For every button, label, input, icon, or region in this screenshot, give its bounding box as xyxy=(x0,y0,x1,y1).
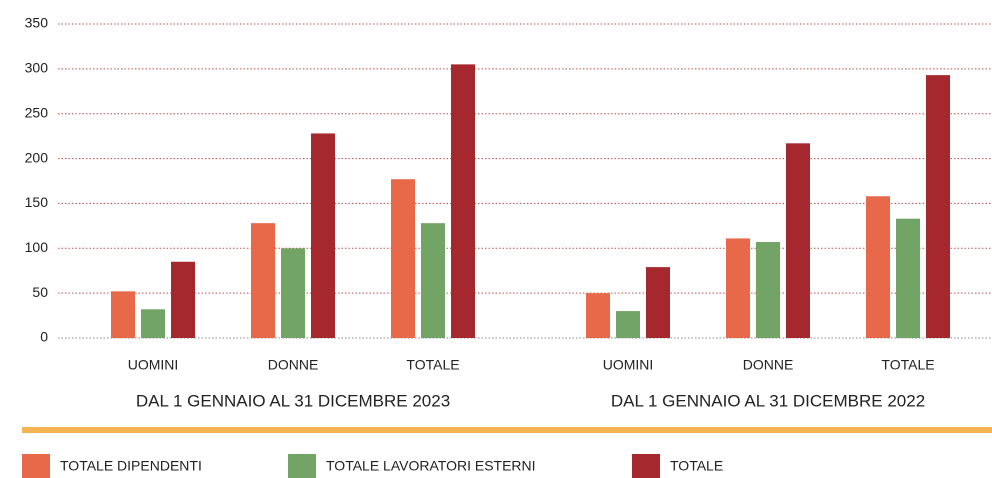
bar xyxy=(646,267,670,338)
bar xyxy=(251,223,275,338)
y-tick-label: 250 xyxy=(25,104,49,120)
y-tick-label: 100 xyxy=(25,239,49,255)
group-label: DAL 1 GENNAIO AL 31 DICEMBRE 2023 xyxy=(136,391,450,410)
x-tick-label: DONNE xyxy=(268,357,319,373)
x-tick-label: DONNE xyxy=(743,357,794,373)
legend-swatch xyxy=(632,454,660,478)
x-tick-label: TOTALE xyxy=(406,357,459,373)
legend-label: TOTALE LAVORATORI ESTERNI xyxy=(326,458,536,474)
bar xyxy=(896,218,920,338)
bar xyxy=(281,248,305,338)
bar xyxy=(141,309,165,338)
bar xyxy=(311,133,335,338)
y-tick-label: 0 xyxy=(40,329,48,345)
x-tick-label: UOMINI xyxy=(128,357,179,373)
legend-label: TOTALE DIPENDENTI xyxy=(60,458,202,474)
bar xyxy=(171,261,195,338)
bar xyxy=(866,196,890,338)
bar xyxy=(421,223,445,338)
bar xyxy=(391,179,415,338)
bar xyxy=(451,64,475,338)
legend-label: TOTALE xyxy=(670,458,723,474)
legend-swatch xyxy=(22,454,50,478)
x-tick-label: TOTALE xyxy=(881,357,934,373)
bar xyxy=(926,75,950,338)
separator xyxy=(22,427,992,433)
y-tick-label: 150 xyxy=(25,194,49,210)
bar xyxy=(726,238,750,338)
y-tick-label: 200 xyxy=(25,149,49,165)
y-tick-label: 300 xyxy=(25,60,49,76)
group-label: DAL 1 GENNAIO AL 31 DICEMBRE 2022 xyxy=(611,391,925,410)
y-tick-label: 350 xyxy=(25,15,49,31)
legend-swatch xyxy=(288,454,316,478)
y-tick-label: 50 xyxy=(32,284,48,300)
bar xyxy=(756,242,780,338)
x-tick-label: UOMINI xyxy=(603,357,654,373)
bar xyxy=(111,291,135,338)
bar xyxy=(616,311,640,338)
bar xyxy=(586,293,610,338)
bar xyxy=(786,143,810,338)
